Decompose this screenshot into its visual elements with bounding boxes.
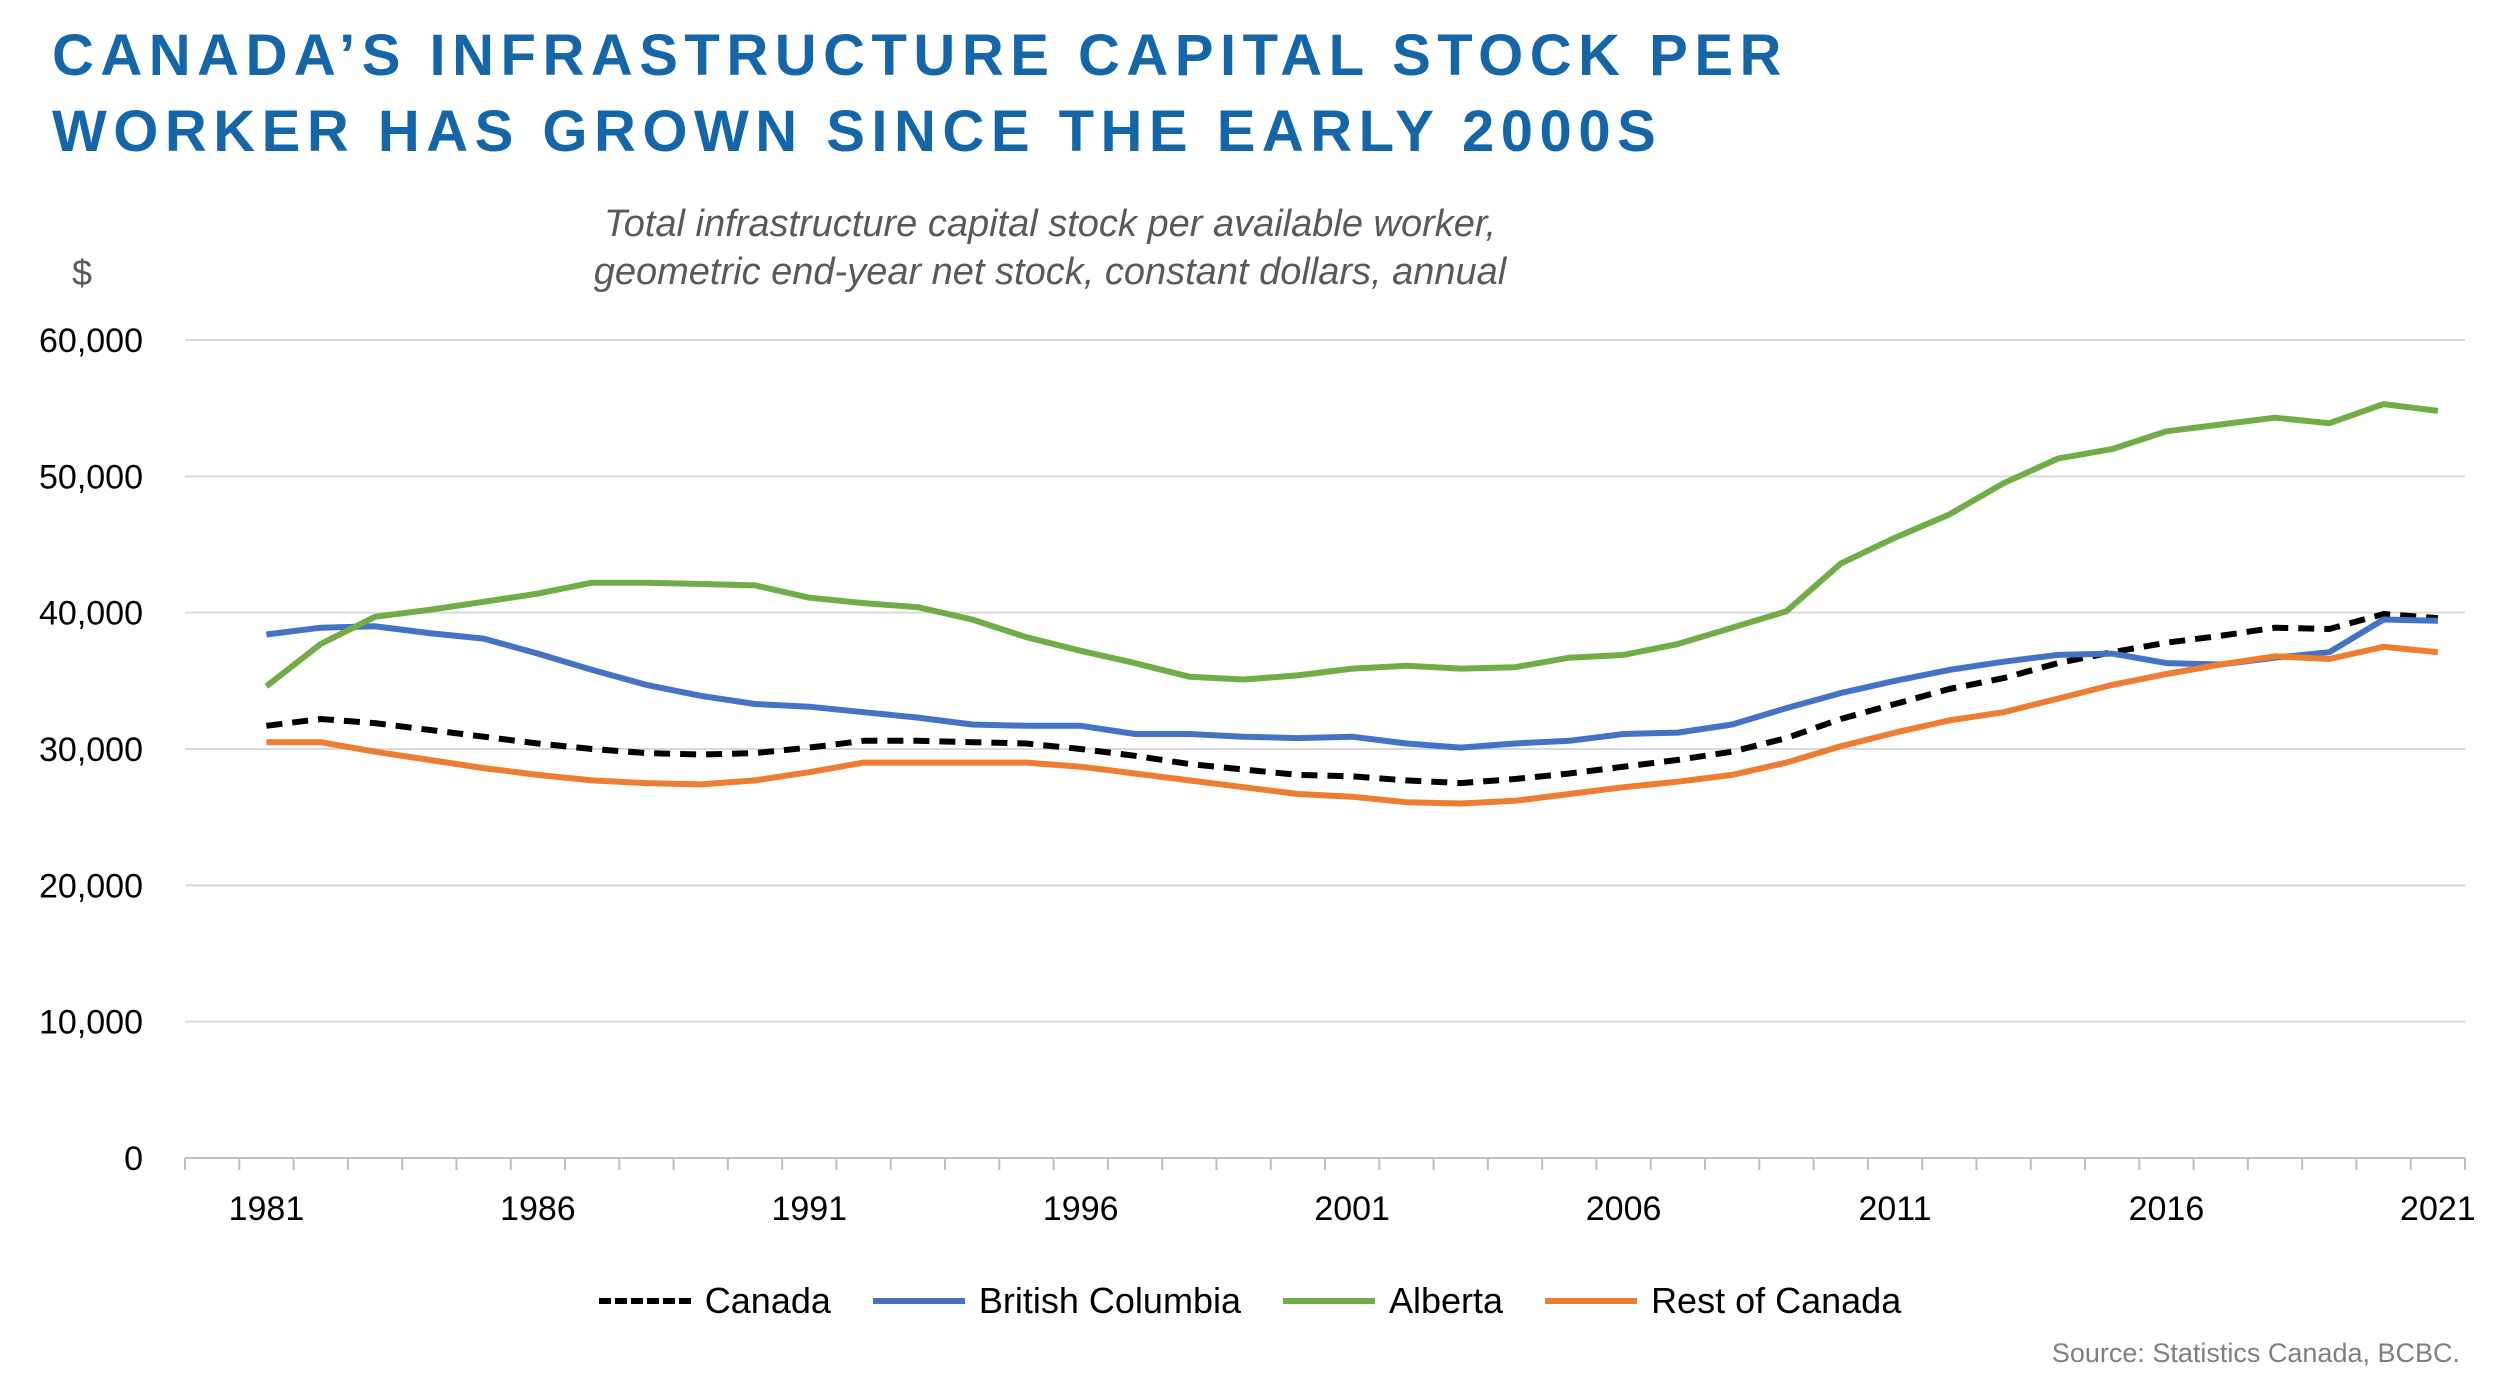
legend-item-alberta: Alberta: [1282, 1280, 1504, 1322]
y-tick-label: 20,000: [39, 867, 143, 905]
y-tick-label: 50,000: [39, 458, 143, 496]
series-line-canada: [266, 611, 2439, 787]
x-tick-label: 1981: [229, 1190, 305, 1228]
x-tick-label: 1991: [771, 1190, 847, 1228]
chart-title-line-2: WORKER HAS GROWN SINCE THE EARLY 2000S: [52, 99, 1663, 164]
legend-swatch-british-columbia: [872, 1298, 965, 1304]
tick-labels: 0 10,000 20,000 30,000 40,000 50,000 60,000 198…: [39, 322, 2476, 1228]
y-tick-label: 10,000: [39, 1004, 143, 1042]
x-tick-label: 2001: [1314, 1190, 1390, 1228]
series-line-alberta: [264, 401, 2439, 689]
legend-swatch-canada: [598, 1298, 691, 1304]
x-tick-label: 2011: [1858, 1190, 1931, 1228]
series-line-rest-of-canada: [266, 643, 2439, 807]
chart-subtitle-line-1: Total infrastructure capital stock per a…: [603, 203, 1497, 245]
y-tick-label: 30,000: [39, 731, 143, 769]
legend-label-rest-of-canada: Rest of Canada: [1651, 1280, 1902, 1321]
x-tick-label: 1986: [500, 1190, 576, 1228]
chart-legend: Canada British Columbia Alberta Rest of …: [0, 1276, 2500, 1326]
chart-subtitle: Total infrastructure capital stock per a…: [550, 200, 1550, 296]
legend-item-british-columbia: British Columbia: [872, 1280, 1241, 1322]
legend-label-canada: Canada: [704, 1280, 831, 1321]
source-note: Source: Statistics Canada, BCBC.: [2051, 1338, 2460, 1368]
series-line-british-columbia: [266, 616, 2438, 751]
legend-item-rest-of-canada: Rest of Canada: [1545, 1280, 1901, 1322]
legend-item-canada: Canada: [598, 1280, 831, 1322]
x-tick-label: 2006: [1586, 1190, 1662, 1228]
legend-swatch-rest-of-canada: [1545, 1298, 1638, 1304]
chart-title: CANADA’S INFRASTRUCTURE CAPITAL STOCK PE…: [52, 18, 1788, 170]
legend-swatch-alberta: [1282, 1298, 1375, 1304]
legend-label-alberta: Alberta: [1388, 1280, 1504, 1321]
x-tick-label: 1996: [1043, 1190, 1119, 1228]
x-tick-label: 2021: [2400, 1190, 2476, 1228]
x-tick-label: 2016: [2129, 1190, 2205, 1228]
chart-subtitle-line-2: geometric end-year net stock, constant d…: [593, 251, 1507, 293]
y-tick-label: 0: [124, 1140, 143, 1178]
y-axis-unit-label: $: [72, 252, 93, 293]
legend-label-british-columbia: British Columbia: [978, 1280, 1241, 1321]
gridlines: [185, 339, 2465, 1023]
chart-title-line-1: CANADA’S INFRASTRUCTURE CAPITAL STOCK PE…: [52, 23, 1788, 88]
y-tick-label: 60,000: [39, 322, 143, 360]
y-tick-label: 40,000: [39, 595, 143, 633]
series-lines: [264, 401, 2439, 807]
axes: [184, 1157, 2466, 1170]
